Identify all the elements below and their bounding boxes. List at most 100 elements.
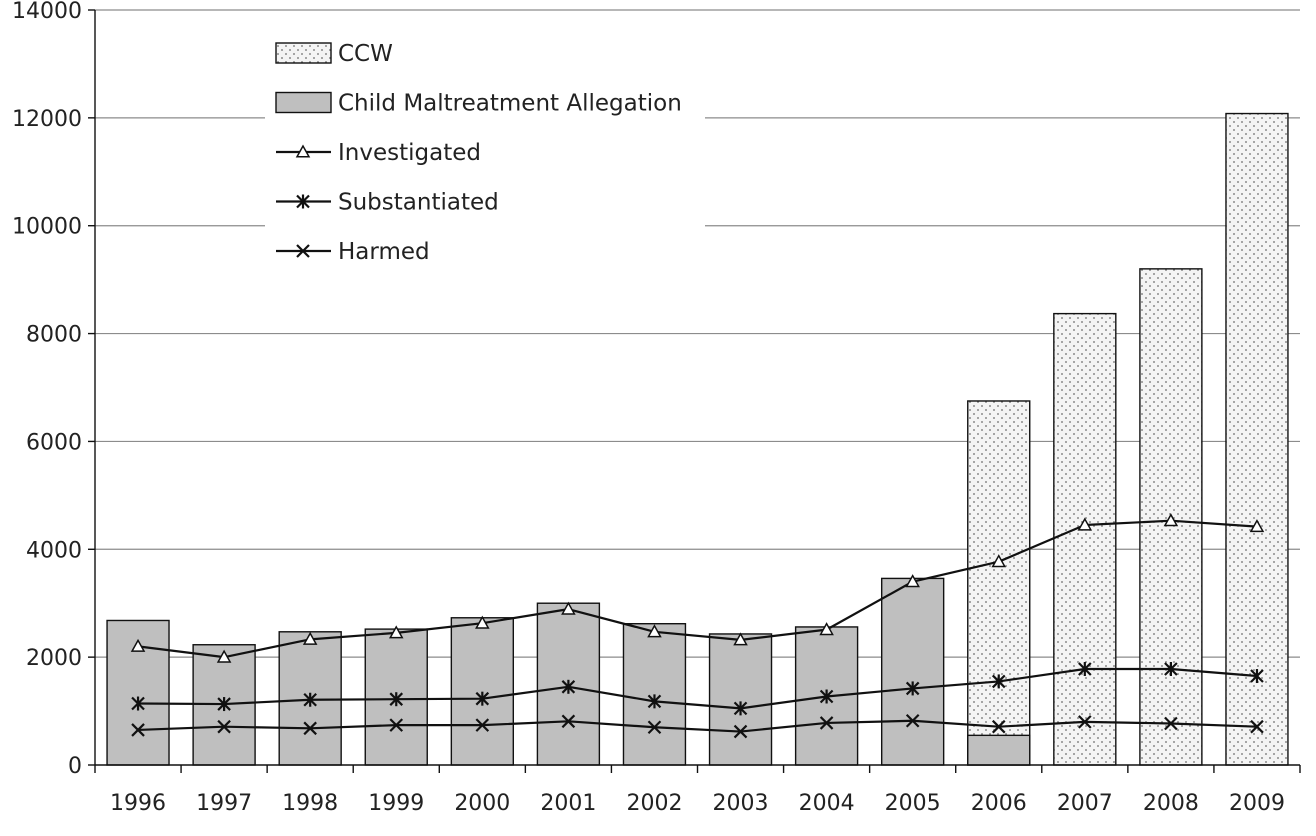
point-investigated-2007: [1077, 517, 1093, 531]
triangle-marker: [561, 601, 576, 615]
point-investigated-2005: [905, 574, 920, 588]
y-tick-label: 0: [68, 754, 82, 779]
y-tick-label: 6000: [26, 430, 82, 455]
legend-background: [265, 32, 705, 277]
point-substantiated-2008: [1164, 662, 1178, 677]
triangle-marker: [388, 625, 404, 639]
x-marker-stroke: [389, 718, 404, 732]
legend-item-ccw: CCW: [275, 41, 393, 67]
point-investigated-2000: [475, 615, 490, 629]
x-tick-label: 2000: [454, 791, 510, 816]
point-substantiated-2006: [991, 674, 1006, 689]
x-tick-label: 2004: [799, 791, 855, 816]
x-tick-label: 2002: [626, 791, 682, 816]
y-tick-label: 4000: [26, 538, 82, 563]
x-tick-label: 1999: [368, 791, 424, 816]
bar-ccw-2009: [1225, 112, 1289, 766]
x-marker-stroke: [733, 724, 748, 739]
point-substantiated-2001: [561, 679, 576, 694]
x-tick-label: 2006: [971, 791, 1027, 816]
point-harmed-2004: [819, 716, 834, 730]
point-harmed-2009: [1250, 719, 1264, 734]
triangle-marker: [302, 631, 318, 645]
point-harmed-2008: [1164, 716, 1178, 731]
x-marker-stroke: [296, 244, 310, 258]
legend-marker: [296, 244, 310, 258]
legend-item-investigated: Investigated: [276, 140, 481, 166]
legend-label: Child Maltreatment Allegation: [338, 91, 682, 117]
x-marker-stroke: [905, 714, 920, 728]
legend-item-substantiated: Substantiated: [276, 190, 499, 216]
bar-child-maltreatment-allegation-2003: [708, 633, 773, 766]
triangle-marker: [130, 638, 146, 652]
x-marker-stroke: [819, 716, 834, 730]
x-marker-stroke: [1164, 716, 1178, 731]
x-marker-stroke: [991, 719, 1006, 734]
point-investigated-2001: [561, 601, 576, 615]
triangle-marker: [905, 574, 920, 588]
x-tick-label: 2007: [1057, 791, 1113, 816]
bar-ccw-2007: [1053, 312, 1117, 766]
legend-marker: [295, 144, 311, 158]
y-tick-label: 14000: [12, 0, 82, 24]
x-tick-label: 2005: [885, 791, 941, 816]
x-tick-label: 1996: [110, 791, 166, 816]
legend-label: CCW: [338, 41, 393, 67]
point-harmed-2000: [475, 718, 490, 732]
point-substantiated-2004: [819, 689, 834, 704]
y-tick-label: 8000: [26, 323, 82, 348]
bar-child-maltreatment-allegation-2000: [450, 617, 515, 766]
point-substantiated-2002: [647, 694, 662, 709]
point-substantiated-1998: [303, 692, 317, 707]
y-tick-label: 10000: [12, 215, 82, 240]
triangle-marker: [475, 615, 490, 629]
x-marker-stroke: [561, 714, 576, 729]
legend-swatch: [275, 42, 332, 64]
x-tick-label: 2001: [540, 791, 596, 816]
point-substantiated-2003: [733, 701, 748, 716]
point-investigated-2008: [1163, 513, 1179, 527]
x-marker-stroke: [217, 719, 231, 734]
x-marker-stroke: [1250, 719, 1264, 734]
point-substantiated-2009: [1250, 669, 1264, 684]
x-tick-label: 2003: [713, 791, 769, 816]
x-marker-stroke: [131, 723, 145, 737]
x-marker-stroke: [303, 721, 317, 736]
x-tick-label: 2008: [1143, 791, 1199, 816]
triangle-marker: [295, 144, 311, 158]
x-tick-label: 1997: [196, 791, 252, 816]
point-investigated-1999: [388, 625, 404, 639]
point-substantiated-2007: [1078, 662, 1092, 677]
bar-ccw-2006: [967, 400, 1031, 766]
legend-swatch: [275, 91, 332, 114]
point-substantiated-2005: [905, 681, 920, 696]
legend-label: Harmed: [338, 239, 430, 265]
series-lines: [130, 513, 1265, 739]
point-investigated-2009: [1249, 519, 1265, 533]
bar-child-maltreatment-allegation-2006: [967, 734, 1031, 766]
legend-label: Substantiated: [338, 190, 499, 216]
triangle-marker: [733, 632, 748, 646]
bar-child-maltreatment-allegation-2005: [880, 577, 945, 766]
legend-label: Investigated: [338, 140, 481, 166]
point-investigated-1997: [216, 649, 232, 663]
triangle-marker: [1249, 519, 1265, 533]
point-investigated-2006: [991, 554, 1007, 568]
point-investigated-2002: [647, 624, 662, 638]
y-tick-label: 12000: [12, 107, 82, 132]
line-investigated: [137, 519, 1258, 659]
point-substantiated-1996: [131, 696, 145, 711]
point-harmed-2002: [647, 720, 662, 735]
triangle-marker: [1163, 513, 1179, 527]
point-harmed-1999: [389, 718, 404, 732]
x-tick-label: 1998: [282, 791, 338, 816]
point-harmed-2001: [561, 714, 576, 729]
triangle-marker: [647, 624, 662, 638]
triangle-marker: [991, 554, 1007, 568]
point-substantiated-1999: [389, 692, 404, 707]
x-tick-label: 2009: [1229, 791, 1285, 816]
y-tick-label: 2000: [26, 646, 82, 671]
point-harmed-1997: [217, 719, 231, 734]
point-harmed-1996: [131, 723, 145, 737]
